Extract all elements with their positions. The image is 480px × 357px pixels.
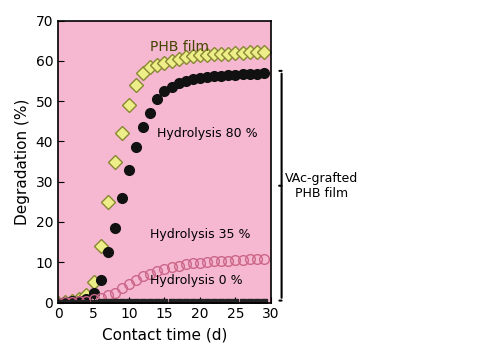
Text: Hydrolysis 35 %: Hydrolysis 35 % xyxy=(150,227,251,241)
Y-axis label: Degradation (%): Degradation (%) xyxy=(15,99,30,225)
Text: Hydrolysis 80 %: Hydrolysis 80 % xyxy=(157,127,258,140)
X-axis label: Contact time (d): Contact time (d) xyxy=(102,327,227,342)
Text: VAc-grafted
PHB film: VAc-grafted PHB film xyxy=(285,172,359,200)
Text: PHB film: PHB film xyxy=(150,40,209,54)
Text: Hydrolysis 0 %: Hydrolysis 0 % xyxy=(150,274,243,287)
